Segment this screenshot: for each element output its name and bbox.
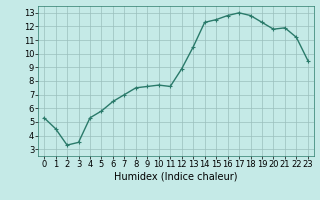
X-axis label: Humidex (Indice chaleur): Humidex (Indice chaleur)	[114, 172, 238, 182]
